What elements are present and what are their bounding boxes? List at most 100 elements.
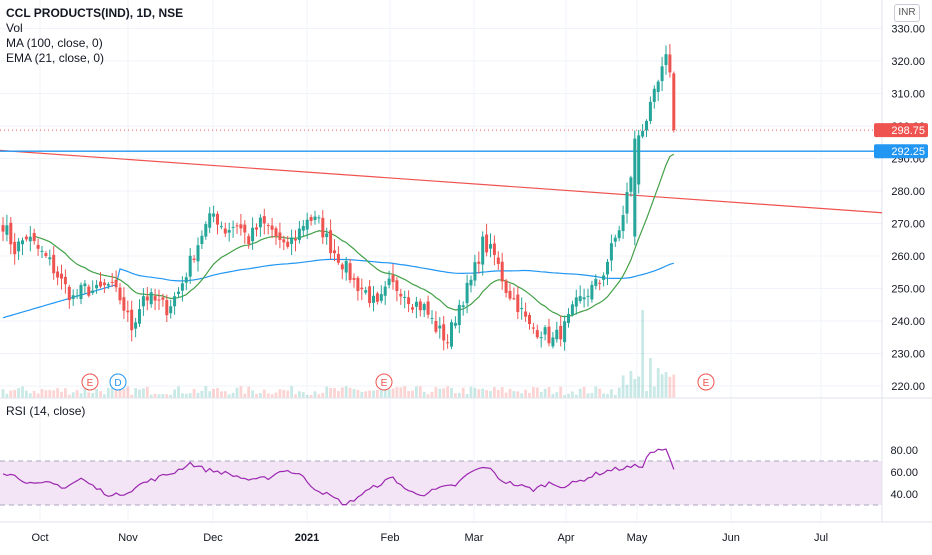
candle-body: [411, 307, 414, 310]
volume-bar: [52, 390, 56, 398]
volume-bar: [103, 394, 106, 398]
candle-body: [40, 250, 44, 252]
vol-legend[interactable]: Vol: [6, 21, 23, 35]
volume-bar: [340, 387, 344, 398]
candle-body: [91, 290, 95, 293]
volume-bar: [28, 393, 32, 398]
time-axis-label: Oct: [31, 532, 48, 544]
candle-body: [130, 309, 134, 331]
volume-bar: [454, 393, 457, 398]
candle-body: [153, 296, 157, 301]
candle-body: [438, 325, 442, 329]
currency-badge[interactable]: INR: [894, 4, 920, 22]
candle-body: [325, 233, 329, 238]
volume-bar: [243, 393, 247, 398]
candle-body: [399, 293, 403, 297]
rsi-band: [0, 461, 882, 505]
candle-body: [262, 216, 266, 224]
volume-bar: [664, 372, 668, 398]
volume-bar: [204, 386, 208, 398]
volume-bar: [547, 387, 551, 398]
volume-bar: [504, 392, 508, 398]
candle-body: [297, 228, 301, 240]
candle-body: [333, 250, 336, 254]
volume-bar: [465, 394, 469, 398]
volume-bar: [181, 393, 184, 398]
volume-bar: [652, 386, 656, 398]
volume-bar: [223, 391, 227, 398]
candle-body: [239, 224, 243, 229]
candle-body: [231, 226, 235, 228]
candle-body: [555, 329, 559, 340]
volume-bar: [512, 391, 516, 398]
candle-body: [520, 307, 524, 310]
candle-body: [559, 325, 563, 340]
volume-bar: [17, 388, 20, 398]
volume-bar: [32, 390, 36, 398]
candle-body: [598, 282, 602, 284]
volume-bar: [220, 391, 223, 398]
candle-body: [177, 291, 180, 294]
candle-body: [56, 271, 60, 278]
candle-body: [387, 278, 391, 286]
volume-bar: [660, 374, 664, 398]
rsi-tick-label: 80.00: [890, 445, 918, 457]
volume-bar: [543, 388, 547, 398]
symbol-title[interactable]: CCL PRODUCTS(IND), 1D, NSE: [6, 6, 184, 20]
volume-bar: [461, 387, 465, 398]
volume-bar: [586, 393, 590, 398]
price-badge: [874, 123, 928, 138]
candle-body: [247, 236, 251, 245]
candle-body: [149, 292, 153, 305]
rsi-legend[interactable]: RSI (14, close): [6, 404, 86, 418]
volume-bar: [79, 393, 83, 398]
volume-bar: [36, 393, 40, 398]
candle-body: [582, 297, 586, 300]
time-axis-label: Jul: [814, 532, 828, 544]
candle-body: [118, 287, 122, 301]
candle-body: [301, 225, 305, 231]
chart-legend: CCL PRODUCTS(IND), 1D, NSE Vol MA (100, …: [6, 6, 183, 66]
price-tick-label: 240.00: [891, 316, 925, 328]
candle-body: [24, 236, 28, 240]
candle-body: [274, 228, 278, 237]
volume-bar: [383, 389, 387, 398]
volume-bar: [372, 390, 375, 398]
candle-body: [403, 296, 407, 298]
candle-body: [278, 232, 282, 240]
candle-body: [36, 244, 40, 249]
candle-body: [243, 224, 247, 233]
candle-body: [621, 215, 625, 232]
volume-bar: [216, 388, 219, 398]
volume-bar: [122, 388, 126, 398]
volume-bar: [625, 384, 629, 398]
candle-body: [457, 304, 461, 326]
ema-legend[interactable]: EMA (21, close, 0): [6, 51, 105, 65]
volume-bar: [99, 391, 102, 398]
volume-bar: [571, 391, 574, 398]
volume-bar: [473, 387, 477, 398]
ma-legend[interactable]: MA (100, close, 0): [6, 36, 103, 50]
volume-bar: [9, 390, 13, 398]
candle-body: [99, 281, 102, 287]
candle-body: [660, 66, 664, 82]
volume-bar: [645, 391, 648, 398]
volume-bar: [578, 388, 582, 398]
volume-bar: [75, 390, 79, 398]
volume-bar: [290, 386, 293, 398]
candle-body: [356, 277, 360, 292]
volume-bar: [145, 386, 149, 398]
volume-bar: [270, 394, 274, 398]
candle-body: [71, 295, 75, 299]
volume-bar: [516, 391, 520, 398]
volume-bar: [48, 389, 52, 398]
volume-bar: [559, 386, 563, 398]
candle-body: [192, 258, 196, 260]
volume-bar: [67, 394, 71, 398]
rsi-tick-label: 60.00: [890, 467, 918, 479]
candle-body: [180, 283, 184, 291]
candle-body: [208, 213, 212, 228]
volume-bar: [629, 370, 633, 398]
